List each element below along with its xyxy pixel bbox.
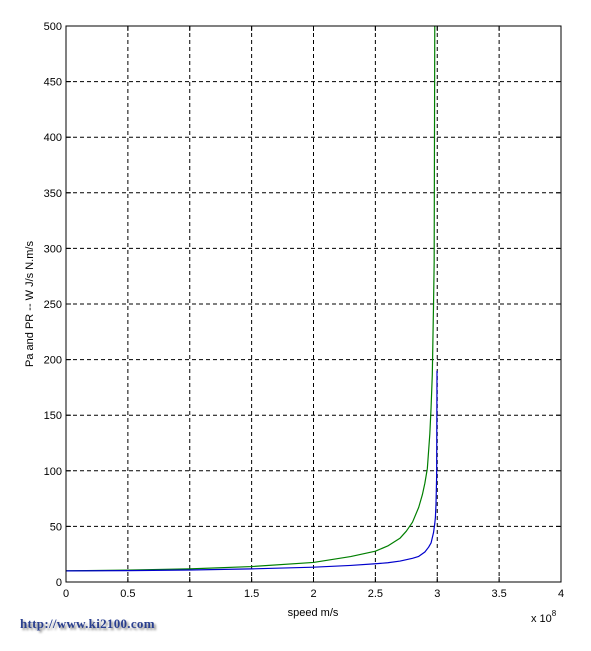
y-tick-label: 150 — [44, 410, 62, 422]
x-tick-labels: 0 0.5 1 1.5 2 2.5 3 3.5 4 — [63, 588, 564, 600]
y-tick-label: 400 — [44, 132, 62, 144]
y-tick-label: 350 — [44, 188, 62, 200]
x-exponent-power: 8 — [552, 609, 557, 618]
x-tick-label: 1 — [187, 588, 193, 600]
x-tick-label: 3.5 — [491, 588, 506, 600]
y-tick-label: 250 — [44, 299, 62, 311]
y-tick-label: 500 — [44, 21, 62, 33]
x-tick-label: 1.5 — [244, 588, 259, 600]
y-tick-label: 50 — [50, 521, 62, 533]
y-axis-label: Pa and PR -- W J/s N.m/s — [24, 241, 36, 367]
x-tick-label: 2.5 — [368, 588, 383, 600]
y-tick-label: 0 — [56, 577, 62, 589]
y-tick-labels: 0 50 100 150 200 250 300 350 400 450 500 — [44, 21, 62, 589]
x-tick-label: 4 — [558, 588, 564, 600]
x-tick-label: 0 — [63, 588, 69, 600]
plot-border — [65, 25, 562, 583]
y-tick-label: 200 — [44, 355, 62, 367]
x-tick-label: 3 — [434, 588, 440, 600]
y-tick-label: 300 — [44, 243, 62, 255]
series-0-line — [65, 25, 436, 572]
y-tick-label: 100 — [44, 466, 62, 478]
x-axis-label: speed m/s — [288, 607, 339, 619]
x-exponent-label: x 108 — [531, 609, 557, 625]
y-tick-label: 450 — [44, 77, 62, 89]
series-1-line — [65, 370, 438, 572]
x-exponent-base: x 10 — [531, 613, 552, 625]
x-tick-label: 0.5 — [120, 588, 135, 600]
watermark-logo: http://www.ki2100.com — [20, 616, 155, 631]
x-tick-label: 2 — [310, 588, 316, 600]
grid — [66, 26, 561, 582]
series-layer — [65, 25, 438, 572]
